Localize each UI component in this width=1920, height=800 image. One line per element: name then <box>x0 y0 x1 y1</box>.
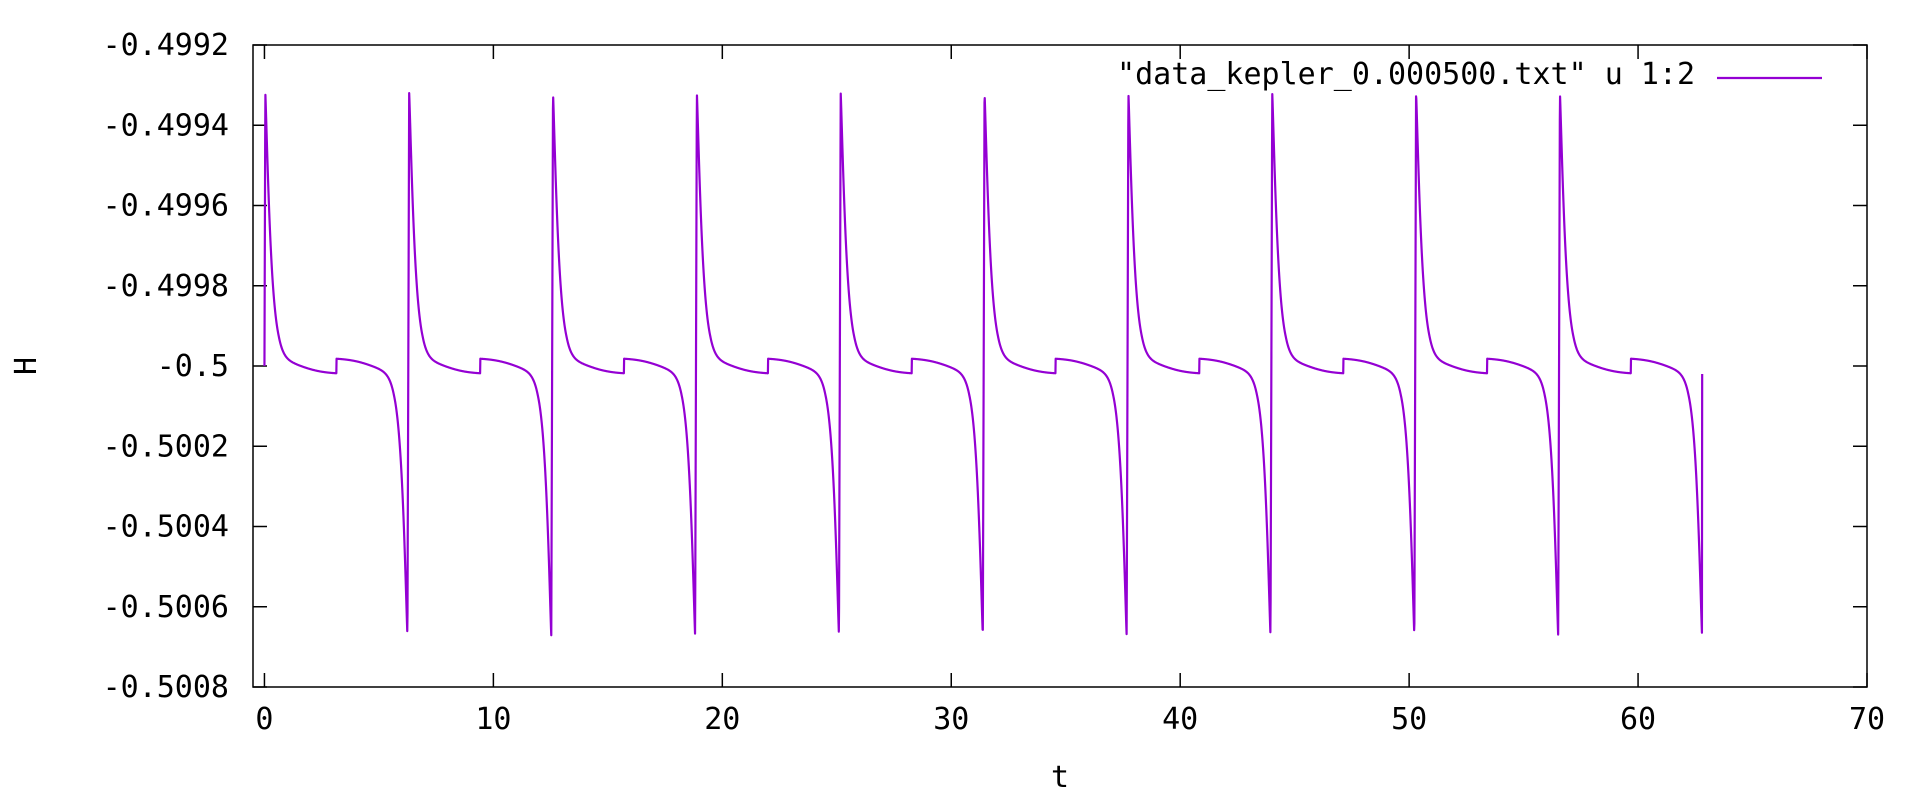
x-tick-label: 30 <box>933 702 969 737</box>
x-tick-label: 70 <box>1849 702 1885 737</box>
y-tick-label: -0.4996 <box>103 189 229 224</box>
legend: "data_kepler_0.000500.txt" u 1:2 <box>1117 57 1822 92</box>
y-tick-label: -0.5006 <box>103 590 229 625</box>
y-tick-labels: -0.4992 -0.4994 -0.4996 -0.4998 -0.5 -0.5002 -… <box>103 28 229 705</box>
x-tick-label: 10 <box>475 702 511 737</box>
y-tick-label: -0.4998 <box>103 269 229 304</box>
tick-marks <box>253 44 1868 688</box>
x-tick-labels: 0 10 20 30 40 50 60 70 <box>255 702 1885 737</box>
y-tick-label: -0.4994 <box>103 108 229 143</box>
legend-label: "data_kepler_0.000500.txt" u 1:2 <box>1117 57 1695 92</box>
x-tick-label: 40 <box>1162 702 1198 737</box>
y-tick-label: -0.5004 <box>103 510 229 545</box>
x-tick-label: 0 <box>255 702 273 737</box>
y-axis-label: H <box>9 357 44 375</box>
y-tick-label: -0.5008 <box>103 670 229 705</box>
series-line <box>263 92 1704 637</box>
x-tick-label: 20 <box>704 702 740 737</box>
y-tick-label: -0.4992 <box>103 28 229 63</box>
y-tick-label: -0.5002 <box>103 429 229 464</box>
x-axis-label: t <box>1051 760 1069 795</box>
x-tick-label: 60 <box>1620 702 1656 737</box>
x-tick-label: 50 <box>1391 702 1427 737</box>
y-tick-label: -0.5 <box>157 349 229 384</box>
plot-frame <box>252 44 1868 688</box>
